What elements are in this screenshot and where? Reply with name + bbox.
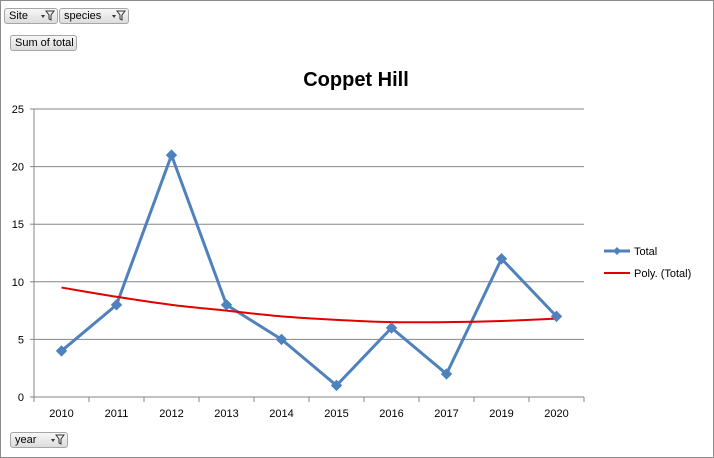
x-tick-label: 2011 (105, 408, 129, 420)
series-total-line (60, 153, 558, 387)
site-filter-label: Site (9, 10, 28, 22)
species-filter-label: species (64, 10, 102, 22)
filter-dropdown-icon (41, 10, 55, 21)
y-axis-tick-labels: 0 5 10 15 20 25 (12, 104, 24, 404)
legend-total-marker (613, 247, 621, 255)
data-point-marker (495, 253, 508, 265)
x-axis-tick-labels: 2010 2011 2012 2013 2014 2015 2016 2017 2019 2020 (49, 408, 568, 420)
data-point-marker (330, 379, 343, 392)
x-tick-label: 2012 (159, 408, 183, 420)
data-point-marker (110, 299, 123, 311)
species-filter-button[interactable]: species (59, 8, 129, 24)
y-tick-label: 20 (12, 162, 24, 174)
data-point-marker (275, 333, 288, 346)
y-tick-label: 15 (12, 219, 24, 231)
data-point-marker (550, 310, 563, 323)
x-tick-label: 2016 (379, 408, 403, 420)
site-filter-button[interactable]: Site (4, 8, 58, 24)
x-tick-label: 2015 (324, 408, 348, 420)
legend-trend-label: Poly. (Total) (634, 268, 691, 280)
y-tick-label: 5 (18, 334, 24, 346)
x-tick-label: 2014 (269, 408, 293, 420)
filter-dropdown-icon (112, 10, 126, 21)
y-tick-label: 10 (12, 277, 24, 289)
data-point-marker (165, 149, 178, 161)
x-tick-label: 2019 (489, 408, 513, 420)
x-tick-label: 2017 (434, 408, 458, 420)
data-point-marker (385, 322, 398, 334)
chart-title: Coppet Hill (303, 69, 409, 91)
legend-total-label: Total (634, 246, 657, 258)
values-field-label: Sum of total (15, 37, 74, 49)
y-tick-label: 25 (12, 104, 24, 116)
plot-series (55, 149, 563, 392)
axes (30, 108, 585, 402)
data-point-marker (220, 299, 233, 311)
x-tick-label: 2013 (214, 408, 238, 420)
data-point-marker (440, 368, 453, 380)
series-poly-trendline (61, 286, 557, 324)
filter-dropdown-icon (51, 434, 65, 445)
year-filter-button[interactable]: year (10, 432, 68, 448)
x-tick-label: 2020 (544, 408, 568, 420)
legend: Total Poly. (Total) (604, 246, 691, 280)
year-filter-label: year (15, 434, 37, 446)
values-field-button[interactable]: Sum of total (10, 35, 77, 51)
data-point-marker (55, 345, 68, 357)
y-tick-label: 0 (18, 392, 24, 404)
x-tick-label: 2010 (49, 408, 73, 420)
